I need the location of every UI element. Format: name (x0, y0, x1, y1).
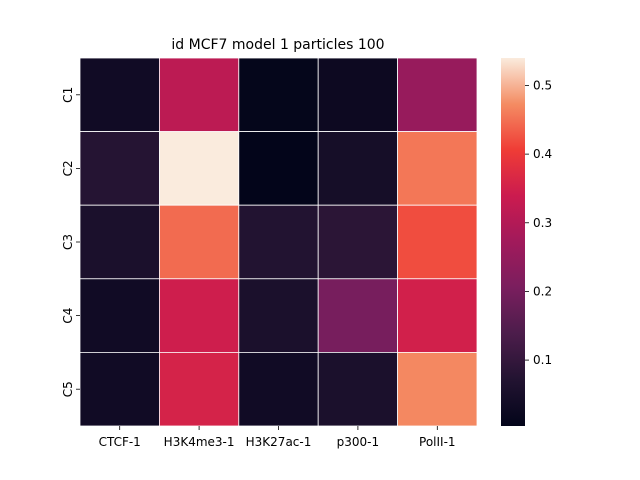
colorbar: 0.1 0.2 0.3 0.4 0.5 (501, 58, 552, 426)
heatmap-cell-C2-p300-1 (317, 131, 399, 206)
colorbar-gradient (501, 58, 525, 426)
x-tick-label: PolII-1 (419, 435, 456, 449)
x-tick-label: p300-1 (337, 435, 380, 449)
colorbar-tick-label: 0.1 (533, 353, 552, 367)
y-tick-label: C4 (61, 308, 75, 324)
heatmap-cell-C5-CTCF-1 (79, 351, 160, 427)
colorbar-ticks: 0.1 0.2 0.3 0.4 0.5 (525, 78, 552, 367)
x-axis-ticks: CTCF-1 H3K4me3-1 H3K27ac-1 p300-1 PolII-1 (99, 426, 456, 449)
colorbar-tick-label: 0.2 (533, 284, 552, 298)
y-tick-label: C3 (61, 234, 75, 250)
heatmap-cell-C2-H3K4me3-1 (158, 131, 240, 206)
heatmap-cell-C1-p300-1 (317, 57, 399, 132)
chart-title: id MCF7 model 1 particles 100 (171, 37, 384, 53)
heatmap-cell-C2-H3K27ac-1 (238, 131, 319, 206)
heatmap-cell-C2-PolII-1 (397, 131, 478, 206)
y-axis-ticks: C1 C2 C3 C4 C5 (61, 87, 80, 397)
heatmap-cell-C5-H3K27ac-1 (238, 351, 319, 427)
heatmap-cell-C2-CTCF-1 (79, 131, 160, 206)
y-tick-label: C5 (61, 381, 75, 397)
x-tick-label: CTCF-1 (99, 435, 141, 449)
heatmap-cell-C4-H3K27ac-1 (238, 278, 319, 353)
heatmap-cells (79, 57, 478, 427)
heatmap-cell-C1-H3K27ac-1 (238, 57, 319, 132)
heatmap-cell-C5-H3K4me3-1 (158, 351, 240, 427)
heatmap-cell-C1-CTCF-1 (79, 57, 160, 132)
heatmap-cell-C3-CTCF-1 (79, 204, 160, 280)
x-tick-label: H3K27ac-1 (246, 435, 312, 449)
heatmap-cell-C3-p300-1 (317, 204, 399, 280)
colorbar-tick-label: 0.4 (533, 147, 552, 161)
x-tick-label: H3K4me3-1 (164, 435, 235, 449)
heatmap-cell-C5-p300-1 (317, 351, 399, 427)
heatmap-cell-C3-PolII-1 (397, 204, 478, 280)
heatmap-cell-C4-PolII-1 (397, 278, 478, 353)
heatmap-cell-C4-p300-1 (317, 278, 399, 353)
colorbar-tick-label: 0.5 (533, 78, 552, 92)
heatmap-cell-C1-H3K4me3-1 (158, 57, 240, 132)
heatmap-cell-C5-PolII-1 (397, 351, 478, 427)
heatmap-cell-C4-H3K4me3-1 (158, 278, 240, 353)
colorbar-tick-label: 0.3 (533, 216, 552, 230)
heatmap-cell-C3-H3K4me3-1 (158, 204, 240, 280)
heatmap-cell-C1-PolII-1 (397, 57, 478, 132)
heatmap-cell-C3-H3K27ac-1 (238, 204, 319, 280)
y-tick-label: C2 (61, 160, 75, 176)
heatmap-cell-C4-CTCF-1 (79, 278, 160, 353)
y-tick-label: C1 (61, 87, 75, 103)
